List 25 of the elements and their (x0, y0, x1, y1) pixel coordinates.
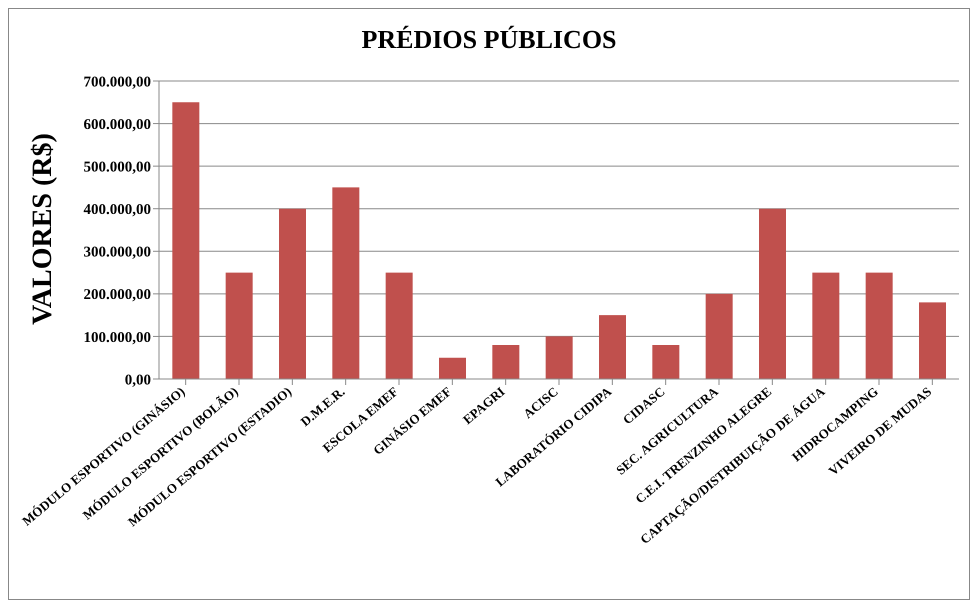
y-tick-label: 500.000,00 (84, 159, 151, 176)
y-tick-label: 600.000,00 (84, 116, 151, 133)
bar (546, 336, 573, 379)
bar (492, 344, 520, 379)
y-tick-label: 400.000,00 (84, 202, 151, 218)
bar (439, 358, 466, 379)
bar (706, 294, 733, 379)
bar (812, 272, 840, 379)
bar (332, 187, 360, 379)
bar (599, 315, 626, 379)
bar (279, 208, 306, 379)
bar (759, 208, 786, 379)
y-tick-label: 0,00 (124, 372, 151, 388)
y-axis-title: VALORES (R$) (27, 133, 59, 325)
y-tick-label: 200.000,00 (84, 287, 151, 304)
bar (652, 344, 680, 379)
y-tick-label: 300.000,00 (84, 244, 151, 261)
bar (226, 272, 253, 379)
bar (919, 302, 946, 379)
bar (866, 272, 893, 379)
bar (386, 272, 413, 379)
y-tick-label: 100.000,00 (84, 330, 151, 346)
y-tick-label: 700.000,00 (84, 74, 151, 90)
bar (172, 102, 200, 379)
chart-title: PRÉDIOS PÚBLICOS (360, 25, 618, 55)
